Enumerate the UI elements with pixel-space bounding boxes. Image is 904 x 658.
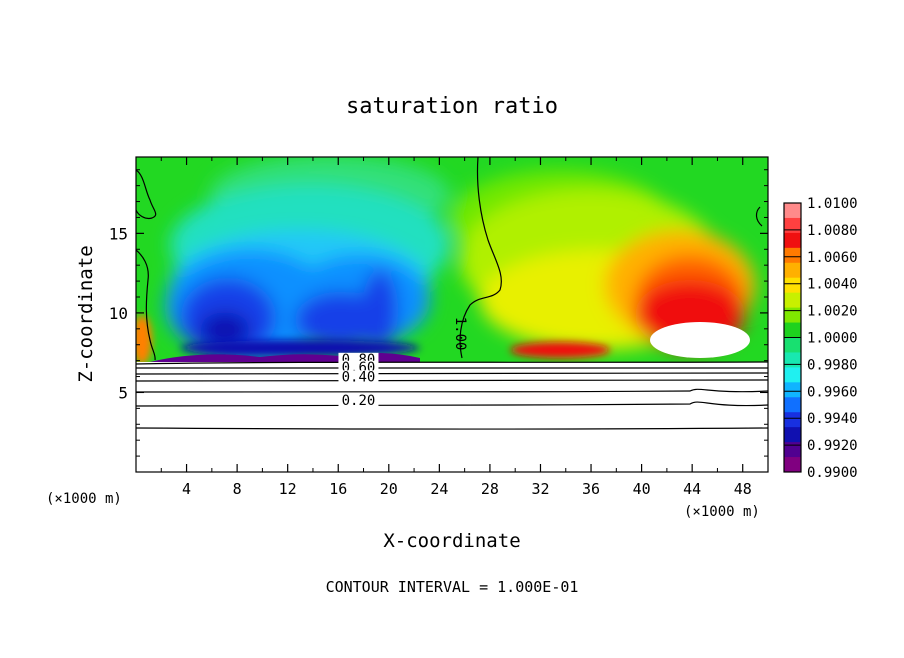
colorbar-swatch <box>784 412 801 428</box>
x-tick-label: 20 <box>380 480 398 498</box>
x-tick-label: 16 <box>329 480 347 498</box>
colorbar-label: 1.0020 <box>807 304 858 320</box>
colorbar-swatch <box>784 382 801 398</box>
colorbar-label: 1.0040 <box>807 277 858 293</box>
colorbar-swatch <box>784 232 801 249</box>
contour-label-bg <box>338 370 379 384</box>
colorbar-swatch <box>784 352 801 368</box>
x-axis-ticks: 4 8 12 16 20 24 28 32 36 40 44 48 <box>160 157 752 498</box>
colorbar-swatch <box>784 442 801 458</box>
colorbar-swatch <box>784 457 801 473</box>
colorbar-label: 0.9960 <box>807 384 858 400</box>
colorbar: 1.0100 1.0080 1.0060 1.0040 1.0020 1.0000 0.99… <box>783 196 858 481</box>
x-unit-left: (×1000 m) <box>46 491 122 507</box>
colorbar-label: 0.9980 <box>807 357 858 373</box>
colorbar-swatch <box>784 337 801 353</box>
contour-labels: 0.800.600.400.201.00 <box>338 317 468 409</box>
colorbar-swatch <box>784 203 801 219</box>
colorbar-swatch <box>784 397 801 413</box>
contour-label-bg <box>338 394 379 408</box>
x-tick-label: 44 <box>683 480 701 498</box>
y-axis-label: Z-coordinate <box>75 245 97 382</box>
colorbar-label: 0.9900 <box>807 465 858 481</box>
colorbar-label: 1.0060 <box>807 250 858 266</box>
colorbar-swatch <box>784 322 801 338</box>
x-tick-label: 28 <box>481 480 499 498</box>
x-tick-label: 36 <box>582 480 600 498</box>
x-tick-label: 24 <box>430 480 448 498</box>
y-axis-ticks: 5 10 15 <box>109 169 768 457</box>
contour-label: 1.00 <box>452 317 468 351</box>
x-axis-label: X-coordinate <box>383 530 520 552</box>
x-tick-label: 40 <box>633 480 651 498</box>
colorbar-swatch <box>784 292 801 309</box>
plot-frame <box>135 156 769 473</box>
x-unit-right: (×1000 m) <box>684 504 760 520</box>
chart-title: saturation ratio <box>346 94 558 119</box>
y-tick-label: 5 <box>118 383 128 402</box>
x-tick-label: 48 <box>734 480 752 498</box>
contour-label: 0.40 <box>342 369 376 385</box>
colorbar-swatch <box>784 247 801 264</box>
heatmap-field <box>136 157 768 472</box>
contour-interval-note: CONTOUR INTERVAL = 1.000E-01 <box>326 578 579 596</box>
colorbar-label: 1.0000 <box>807 331 858 347</box>
colorbar-swatch <box>784 262 801 279</box>
colorbar-swatch <box>784 367 801 383</box>
y-tick-label: 10 <box>109 304 128 323</box>
colorbar-label: 0.9920 <box>807 438 858 454</box>
contour-label: 0.20 <box>342 393 376 409</box>
x-tick-label: 12 <box>279 480 297 498</box>
x-tick-label: 8 <box>233 480 242 498</box>
colorbar-swatch <box>784 307 801 324</box>
y-tick-label: 15 <box>109 224 128 243</box>
contour-lines <box>136 157 768 430</box>
colorbar-label: 0.9940 <box>807 411 858 427</box>
colorbar-label: 1.0100 <box>807 196 858 212</box>
colorbar-swatch <box>784 217 801 234</box>
colorbar-swatch <box>784 427 801 443</box>
colorbar-swatch <box>784 277 801 294</box>
colorbar-label: 1.0080 <box>807 223 858 239</box>
x-tick-label: 4 <box>182 480 191 498</box>
x-tick-label: 32 <box>531 480 549 498</box>
